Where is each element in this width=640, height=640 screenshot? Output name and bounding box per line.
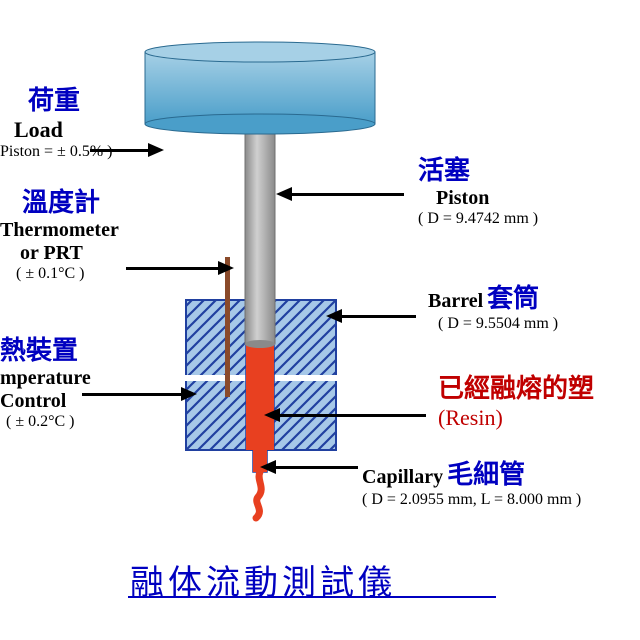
thermometer-rod [225,257,230,397]
capillary-drip [256,472,261,518]
label-resin: 已經融熔的塑 (Resin) [438,368,594,431]
label-load: 荷重 Load Piston = ± 0.5% ) [0,80,112,161]
label-capillary: Capillary 毛細管 ( D = 2.0955 mm, L = 8.000… [362,454,581,509]
label-piston: 活塞 Piston ( D = 9.4742 mm ) [418,150,538,228]
weight-shape [145,42,375,134]
label-barrel: Barrel 套筒 ( D = 9.5504 mm ) [428,278,558,333]
piston-shape [245,124,275,348]
label-heater: 熱裝置 mperature Control ( ± 0.2°C ) [0,330,91,431]
title-underline [128,596,496,598]
label-thermometer: 溫度計 Thermometer or PRT ( ± 0.1°C ) [0,182,119,283]
